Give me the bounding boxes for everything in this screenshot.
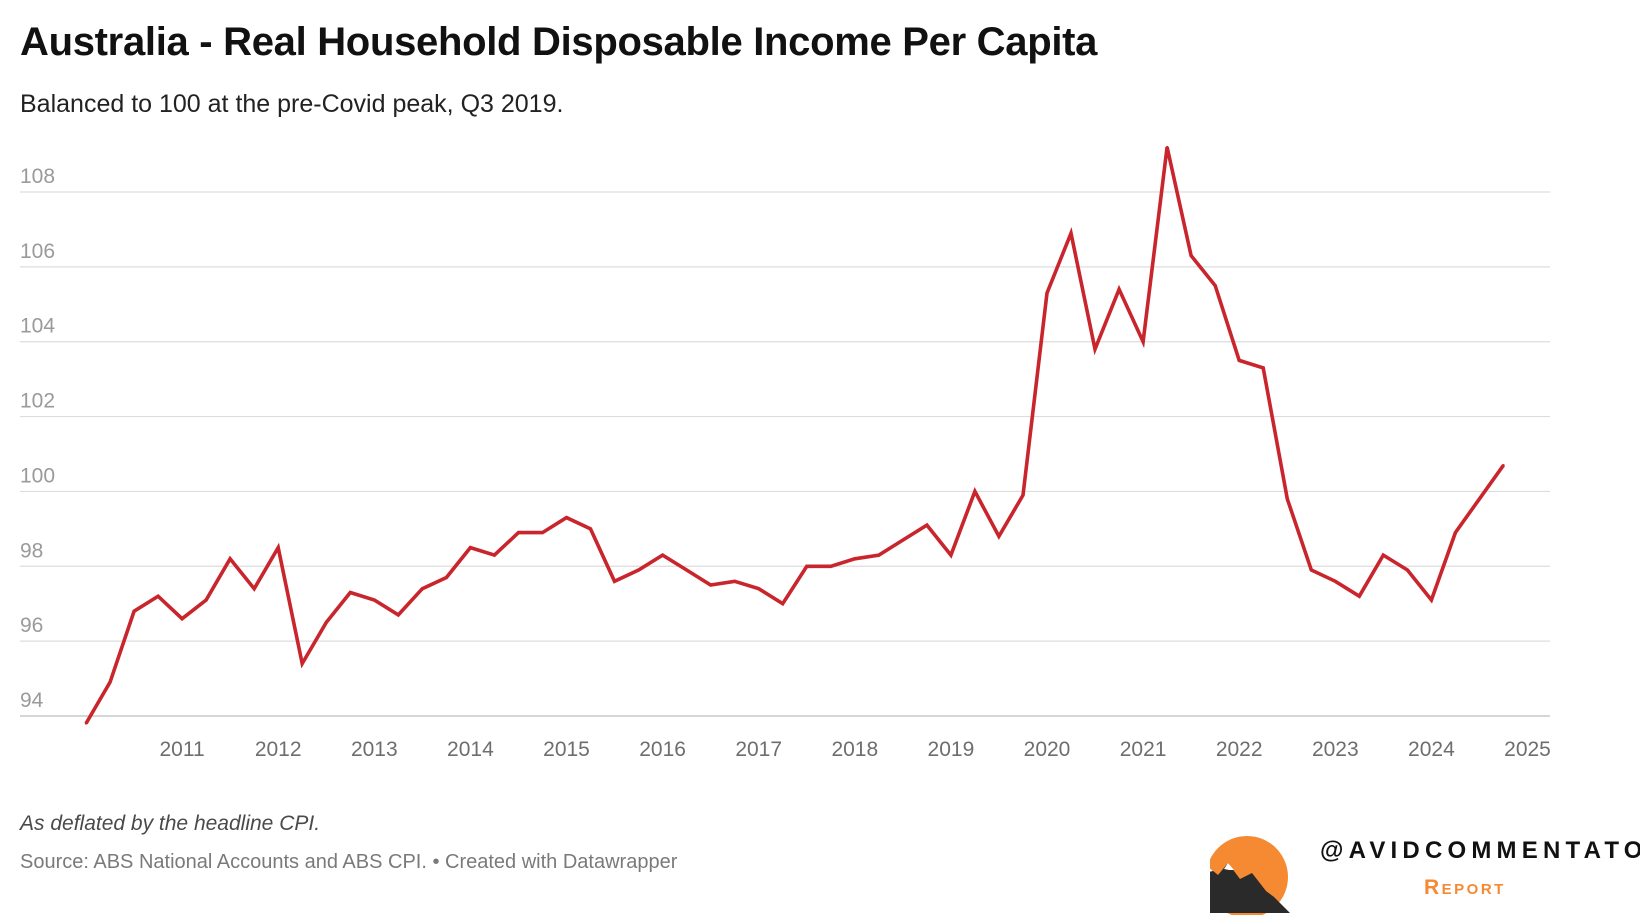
data-point: [1310, 568, 1313, 572]
data-point: [589, 527, 592, 531]
data-point: [973, 490, 977, 493]
data-point: [277, 546, 280, 549]
data-point: [1358, 595, 1361, 598]
series-group: [84, 145, 1505, 725]
data-point: [685, 568, 688, 572]
data-point: [1021, 493, 1025, 497]
y-tick-label: 108: [20, 165, 55, 188]
y-tick-label: 102: [20, 390, 55, 413]
y-tick-label: 96: [20, 614, 43, 637]
data-point: [925, 523, 929, 527]
data-point: [1238, 359, 1241, 362]
data-point: [1165, 145, 1169, 149]
data-point: [84, 722, 88, 725]
data-point: [781, 602, 784, 605]
brand-handle: @AVIDCOMMENTATOR: [1320, 837, 1640, 864]
data-point: [997, 535, 1001, 538]
data-point: [1382, 553, 1385, 557]
chart-note: As deflated by the headline CPI.: [20, 812, 321, 835]
gridlines: [20, 191, 1550, 717]
series-line: [84, 146, 1505, 725]
data-point: [853, 557, 856, 560]
data-point: [901, 538, 905, 542]
data-point: [565, 516, 568, 519]
x-tick-label: 2024: [1408, 738, 1455, 761]
data-point: [156, 595, 160, 598]
data-point: [709, 583, 712, 587]
data-point: [421, 587, 424, 590]
y-tick-label: 106: [20, 240, 55, 263]
data-point: [949, 553, 953, 557]
data-point: [301, 662, 304, 665]
y-tick-label: 98: [20, 539, 43, 562]
y-tick-label: 100: [20, 464, 55, 487]
mountain-icon: [1210, 863, 1290, 913]
x-tick-label: 2019: [928, 738, 975, 761]
data-point: [1454, 531, 1457, 534]
data-point: [252, 587, 256, 590]
data-point: [661, 553, 664, 557]
data-point: [805, 565, 808, 568]
data-point: [733, 580, 736, 583]
x-tick-label: 2020: [1024, 738, 1071, 761]
data-point: [1117, 288, 1121, 291]
data-point: [469, 546, 472, 549]
x-axis-ticks: 2011 2012 2013 2014 2015 2016 2017 2018 2019 2020…: [160, 738, 1551, 761]
data-point: [517, 531, 520, 534]
data-point: [757, 587, 760, 590]
data-point: [1069, 231, 1073, 235]
data-point: [132, 610, 136, 613]
y-tick-label: 94: [20, 689, 44, 712]
data-point: [877, 553, 881, 557]
x-tick-label: 2025: [1504, 738, 1551, 761]
y-tick-label: 104: [20, 315, 55, 338]
x-tick-label: 2012: [255, 738, 302, 761]
data-point: [445, 576, 448, 579]
data-point: [108, 681, 112, 684]
data-point: [829, 565, 832, 568]
x-tick-label: 2021: [1120, 738, 1167, 761]
data-point: [397, 613, 400, 617]
data-point: [637, 568, 640, 572]
data-point: [180, 617, 184, 620]
data-point: [373, 598, 376, 602]
data-point: [1189, 254, 1193, 257]
y-axis-ticks: 94 96 98 100 102 104 106 108: [20, 165, 55, 712]
x-tick-label: 2015: [543, 738, 590, 761]
data-point: [1430, 598, 1433, 602]
x-tick-label: 2014: [447, 738, 494, 761]
x-tick-label: 2011: [160, 738, 205, 761]
brand-subtitle: Report: [1424, 876, 1506, 899]
x-tick-label: 2022: [1216, 738, 1263, 761]
data-point: [204, 598, 208, 602]
x-tick-label: 2017: [735, 738, 782, 761]
data-point: [349, 591, 352, 594]
data-point: [1213, 284, 1217, 287]
data-point: [1406, 568, 1409, 572]
chart-title: Australia - Real Household Disposable In…: [20, 20, 1098, 64]
x-tick-label: 2016: [639, 738, 686, 761]
data-point: [493, 553, 496, 557]
data-point: [1262, 366, 1265, 370]
data-point: [1141, 340, 1145, 343]
x-tick-label: 2013: [351, 738, 398, 761]
data-point: [1093, 348, 1097, 351]
mountain-snow-icon: [1210, 863, 1234, 872]
x-tick-label: 2018: [831, 738, 878, 761]
x-tick-label: 2023: [1312, 738, 1359, 761]
data-point: [541, 531, 544, 534]
data-point: [613, 580, 616, 583]
data-point: [1478, 497, 1481, 501]
data-point: [325, 621, 328, 624]
data-point: [228, 557, 232, 560]
data-point: [1502, 464, 1505, 467]
chart-subtitle: Balanced to 100 at the pre-Covid peak, Q…: [20, 90, 564, 118]
chart-source: Source: ABS National Accounts and ABS CP…: [20, 851, 678, 873]
data-point: [1286, 497, 1289, 501]
data-point: [1045, 291, 1049, 295]
data-point: [1334, 580, 1337, 583]
brand-logo: [1210, 836, 1290, 915]
